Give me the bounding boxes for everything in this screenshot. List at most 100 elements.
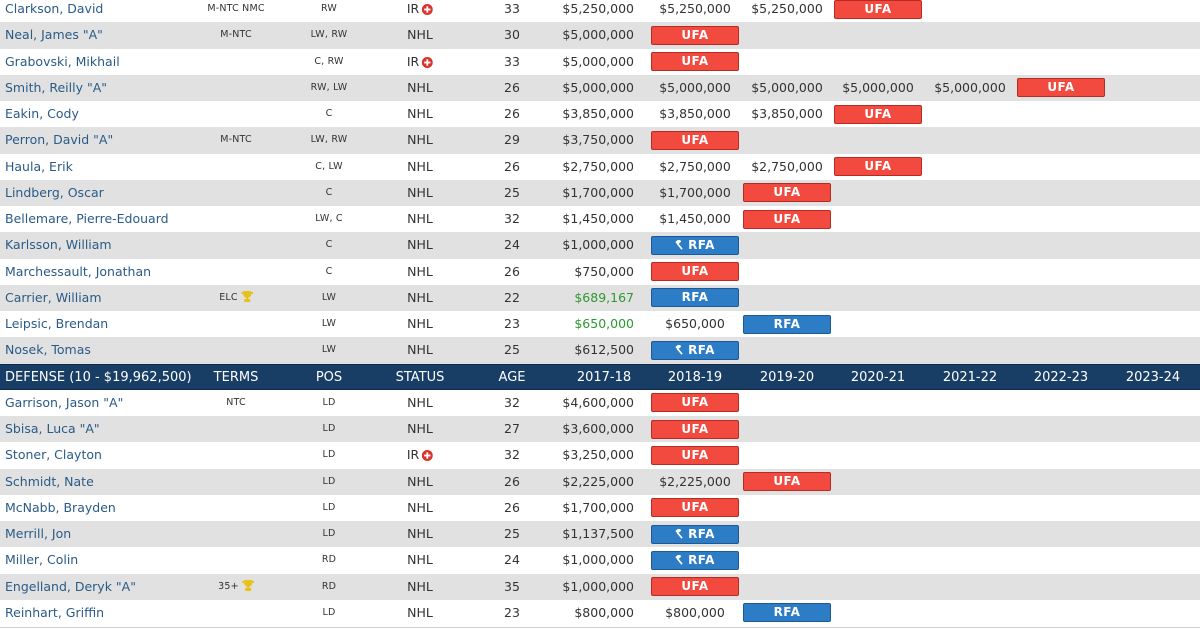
player-row: Smith, Reilly "A" RW, LW NHL 26 $5,000,000 $5…	[0, 74, 1200, 101]
player-name[interactable]: Schmidt, Nate	[5, 473, 94, 489]
player-name[interactable]: Smith, Reilly "A"	[5, 79, 108, 95]
player-name[interactable]: Perron, David "A"	[5, 132, 114, 148]
player-name[interactable]: Karlsson, William	[5, 237, 112, 253]
status: IR	[407, 0, 434, 22]
position: LD	[322, 528, 336, 539]
player-name[interactable]: Engelland, Deryk "A"	[5, 578, 136, 594]
contract-badge: UFA	[651, 498, 739, 518]
age: 25	[504, 526, 520, 541]
player-name[interactable]: Stoner, Clayton	[5, 447, 102, 463]
header-cell: 2023-24	[1125, 369, 1181, 385]
contract-badge: UFA	[651, 445, 739, 465]
badge-text: RFA	[688, 552, 715, 567]
age: 30	[504, 27, 520, 43]
terms: NTC	[226, 396, 246, 408]
position: LW, C	[315, 213, 343, 224]
contract-badge: UFA	[1017, 78, 1105, 98]
status: NHL	[407, 106, 433, 121]
player-name[interactable]: Garrison, Jason "A"	[5, 394, 124, 410]
status: NHL	[407, 578, 433, 594]
player-row: Grabovski, Mikhail C, RW IR 33 $5,000,000 UFA	[0, 49, 1200, 75]
age: 26	[504, 158, 520, 174]
contract-badge: RFA	[743, 603, 831, 623]
age: 32	[504, 211, 520, 226]
terms: 35+	[218, 574, 254, 600]
contract-badge: RFA	[651, 288, 739, 308]
position: LW, RW	[310, 134, 348, 146]
contract-badge: UFA	[651, 25, 739, 45]
salary: $3,850,000	[659, 106, 731, 121]
position: C	[325, 186, 333, 198]
player-name[interactable]: Lindberg, Oscar	[5, 184, 104, 200]
salary: $5,000,000	[934, 79, 1006, 95]
position: LD	[322, 606, 336, 618]
player-name[interactable]: Nosek, Tomas	[5, 342, 91, 358]
salary: $5,000,000	[562, 53, 634, 69]
badge-text: UFA	[1047, 80, 1075, 95]
status: NHL	[407, 526, 433, 541]
player-row: Engelland, Deryk "A" 35+ RD NHL 35 $1,000,000…	[0, 573, 1200, 600]
player-name[interactable]: Merrill, Jon	[5, 526, 72, 541]
contract-badge: UFA	[834, 0, 922, 19]
badge-text: UFA	[773, 474, 801, 488]
player-name[interactable]: Bellemare, Pierre-Edouard	[5, 211, 169, 226]
player-name[interactable]: Marchessault, Jonathan	[5, 263, 152, 279]
table-border	[0, 627, 1200, 628]
player-name[interactable]: Clarkson, David	[5, 1, 104, 16]
player-row: Lindberg, Oscar C NHL 25 $1,700,000 $1,700,00…	[0, 179, 1200, 206]
player-name[interactable]: Miller, Colin	[5, 552, 79, 568]
age: 26	[504, 473, 520, 489]
arb-icon	[675, 527, 683, 539]
status: NHL	[407, 237, 433, 253]
position: C	[325, 108, 333, 119]
player-name[interactable]: Sbisa, Luca "A"	[5, 421, 100, 436]
badge-text: UFA	[681, 264, 709, 278]
status: NHL	[407, 132, 433, 148]
player-row: Leipsic, Brendan LW NHL 23 $650,000 $650,000 R…	[0, 311, 1200, 337]
player-name[interactable]: Reinhart, Griffin	[5, 604, 105, 620]
position: C, RW	[314, 55, 344, 67]
position: C, LW	[315, 160, 343, 172]
salary: $1,000,000	[562, 552, 634, 568]
contract-badge: UFA	[651, 419, 739, 439]
age: 26	[504, 79, 520, 95]
status: NHL	[407, 27, 433, 43]
player-name[interactable]: McNabb, Brayden	[5, 499, 116, 515]
contract-badge: UFA	[834, 104, 922, 124]
header-cell: 2018-19	[667, 369, 723, 385]
badge-text: UFA	[681, 579, 709, 593]
player-name[interactable]: Grabovski, Mikhail	[5, 53, 120, 69]
age: 26	[504, 106, 520, 121]
header-cell: POS	[315, 369, 343, 385]
trophy-icon	[240, 290, 253, 302]
header-cell: AGE	[498, 369, 526, 385]
terms: M-NTC NMC	[207, 3, 265, 14]
salary: $5,000,000	[562, 79, 634, 95]
salary: $5,000,000	[562, 27, 634, 43]
player-row: McNabb, Brayden LD NHL 26 $1,700,000 UFA	[0, 495, 1200, 521]
age: 32	[504, 394, 520, 410]
salary: $650,000	[574, 316, 634, 331]
salary: $3,600,000	[562, 421, 634, 436]
arb-icon	[675, 343, 683, 355]
salary: $1,700,000	[562, 499, 634, 515]
status: NHL	[407, 342, 433, 358]
position: LW	[321, 318, 337, 329]
player-row: Miller, Colin RD NHL 24 $1,000,000 RFA	[0, 547, 1200, 573]
player-name[interactable]: Leipsic, Brendan	[5, 316, 109, 331]
contract-badge: UFA	[651, 577, 739, 596]
contract-badge: UFA	[651, 130, 739, 150]
player-name[interactable]: Neal, James "A"	[5, 27, 103, 43]
badge-text: UFA	[864, 1, 892, 16]
status: NHL	[407, 184, 433, 200]
player-row: Haula, Erik C, LW NHL 26 $2,750,000 $2,750,00…	[0, 154, 1200, 180]
position: RD	[321, 554, 337, 566]
status: NHL	[407, 421, 433, 436]
badge-text: RFA	[773, 605, 801, 620]
player-name[interactable]: Eakin, Cody	[5, 106, 79, 121]
badge-text: UFA	[681, 447, 709, 462]
badge-text: UFA	[681, 132, 709, 147]
player-name[interactable]: Carrier, William	[5, 289, 102, 305]
player-name[interactable]: Haula, Erik	[5, 158, 73, 174]
